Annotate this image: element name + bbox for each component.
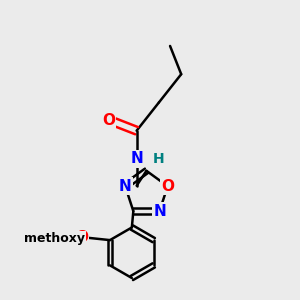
Text: O: O xyxy=(75,230,88,244)
Text: O: O xyxy=(102,113,115,128)
Text: H: H xyxy=(153,152,165,166)
Text: methoxy: methoxy xyxy=(25,232,85,245)
Text: N: N xyxy=(119,179,132,194)
Text: O: O xyxy=(161,179,174,194)
Text: N: N xyxy=(130,152,143,166)
Text: N: N xyxy=(153,204,166,219)
